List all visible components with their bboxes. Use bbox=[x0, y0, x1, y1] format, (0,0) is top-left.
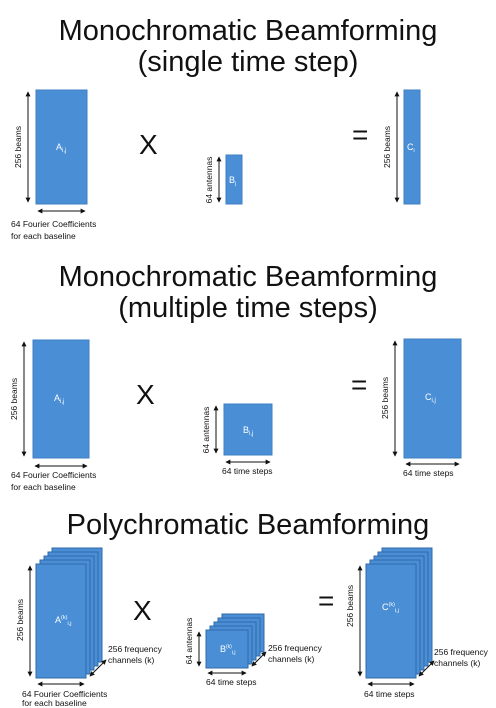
depth-label-line-1: 256 frequency bbox=[434, 647, 489, 657]
multiply-operator: X bbox=[136, 379, 155, 410]
cols-label-line-1: 64 Fourier Coefficients bbox=[22, 689, 107, 699]
matrix-a-label: Ai,j bbox=[54, 393, 64, 405]
depth-label-line-2: channels (k) bbox=[268, 654, 314, 664]
depth-arrow bbox=[251, 651, 267, 667]
matrix-b-label: Bj bbox=[229, 175, 236, 187]
matrix-c bbox=[403, 338, 462, 459]
rows-label: 64 antennas bbox=[201, 407, 211, 454]
title-line-2: (multiple time steps) bbox=[118, 292, 378, 324]
matrix-a-label: A(k)i,j bbox=[55, 615, 71, 627]
matrix-b-label: Bi,j bbox=[243, 425, 253, 437]
matrix-b-label: B(k)i,j bbox=[220, 644, 235, 656]
equals-operator: = bbox=[351, 369, 367, 400]
title-polychromatic: Polychromatic Beamforming bbox=[0, 510, 496, 541]
matrix-c-label: Ci bbox=[407, 142, 415, 154]
cols-label: 64 time steps bbox=[364, 689, 415, 699]
rows-label: 256 beams bbox=[382, 126, 392, 168]
section-polychromatic: A(k)i,j 256 beams 64 Fourier Coefficient… bbox=[15, 547, 489, 708]
rows-label: 256 beams bbox=[9, 378, 19, 420]
rows-label: 256 beams bbox=[13, 126, 23, 168]
multiply-operator: X bbox=[139, 129, 158, 160]
title-line-2: (single time step) bbox=[137, 46, 359, 78]
rows-label: 256 beams bbox=[380, 377, 390, 419]
rows-label: 64 antennas bbox=[184, 618, 194, 665]
cols-label-line-1: 64 Fourier Coefficients bbox=[11, 219, 96, 229]
depth-label-line-1: 256 frequency bbox=[268, 643, 323, 653]
section-single-time-step: Ai,j 256 beams 64 Fourier Coefficients f… bbox=[11, 89, 421, 241]
matrix-b bbox=[223, 403, 273, 456]
cols-label-line-2: for each baseline bbox=[11, 482, 76, 492]
title-line-1: Polychromatic Beamforming bbox=[66, 509, 430, 541]
equals-operator: = bbox=[318, 585, 334, 616]
cols-label-line-2: for each baseline bbox=[22, 698, 87, 708]
matrix-b bbox=[225, 154, 243, 205]
title-line-1: Monochromatic Beamforming bbox=[58, 261, 438, 293]
matrix-a bbox=[35, 89, 88, 205]
matrix-a-label: Ai,j bbox=[56, 142, 66, 154]
rows-label: 256 beams bbox=[15, 599, 25, 641]
multiply-operator: X bbox=[133, 595, 152, 626]
depth-arrow bbox=[418, 660, 435, 677]
equals-operator: = bbox=[352, 119, 368, 150]
matrix-a-stack bbox=[35, 547, 103, 679]
matrix-c-label: Ci,j bbox=[425, 392, 436, 404]
cols-label-line-1: 64 Fourier Coefficients bbox=[11, 470, 96, 480]
matrix-b-stack bbox=[205, 613, 265, 669]
title-single-time-step: Monochromatic Beamforming (single time s… bbox=[0, 16, 496, 78]
depth-arrow bbox=[89, 659, 107, 677]
cols-label-line-2: for each baseline bbox=[11, 231, 76, 241]
matrix-a bbox=[32, 339, 90, 459]
title-multiple-time-steps: Monochromatic Beamforming (multiple time… bbox=[0, 262, 496, 324]
matrix-c-label: C(k)i,j bbox=[382, 602, 399, 614]
title-line-1: Monochromatic Beamforming bbox=[58, 15, 438, 47]
depth-label-line-1: 256 frequency bbox=[108, 644, 163, 654]
section-multiple-time-steps: Ai,j 256 beams 64 Fourier Coefficients f… bbox=[9, 338, 462, 492]
matrix-c-stack bbox=[365, 547, 433, 679]
rows-label: 256 beams bbox=[345, 585, 355, 627]
depth-label-line-2: channels (k) bbox=[434, 658, 480, 668]
matrix-c bbox=[403, 89, 421, 205]
rows-label: 64 antennas bbox=[204, 157, 214, 204]
cols-label: 64 time steps bbox=[206, 677, 257, 687]
cols-label: 64 time steps bbox=[403, 468, 454, 478]
depth-label-line-2: channels (k) bbox=[108, 655, 154, 665]
cols-label: 64 time steps bbox=[222, 466, 273, 476]
